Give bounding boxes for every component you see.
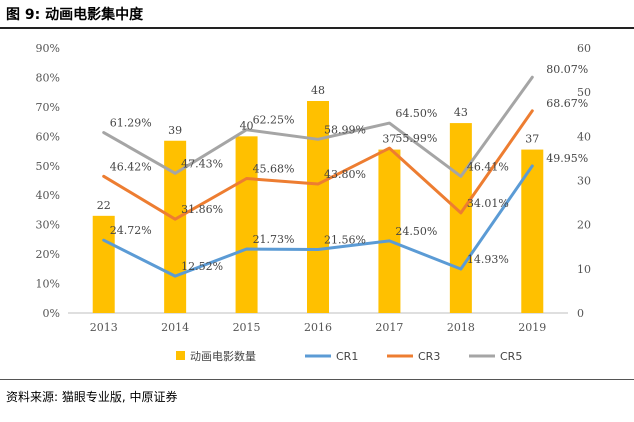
line-data-label-cr5: 46.41%: [467, 160, 509, 173]
right-axis-tick-label: 40: [577, 130, 591, 143]
data-labels: 22 39 40 48 37 43 37 24.72% 12.52% 21.73% 21.56% 24…: [97, 63, 589, 273]
line-data-label-cr1: 14.93%: [467, 253, 509, 266]
legend-label: CR3: [418, 350, 440, 363]
line-data-label-cr5: 80.07%: [546, 63, 588, 76]
line-data-label-cr3: 31.86%: [181, 203, 223, 216]
left-axis-tick-label: 90%: [36, 42, 60, 55]
line-data-label-cr1: 24.50%: [395, 225, 437, 238]
legend-label: CR5: [500, 350, 522, 363]
x-axis-tick-label: 2018: [447, 321, 475, 334]
line-data-label-cr5: 64.50%: [395, 107, 437, 120]
bar-data-label: 43: [454, 106, 468, 119]
right-axis-tick-label: 60: [577, 42, 591, 55]
bar: [449, 123, 472, 313]
x-axis-tick-label: 2016: [304, 321, 332, 334]
figure-title: 图 9: 动画电影集中度: [6, 7, 144, 23]
left-axis-tick-label: 50%: [36, 160, 60, 173]
left-axis-tick-label: 0%: [43, 307, 60, 320]
x-axis-tick-label: 2014: [161, 321, 189, 334]
bar: [521, 149, 544, 313]
bottom-rule: [0, 379, 634, 380]
bar-data-label: 40: [240, 119, 254, 132]
right-axis-tick-label: 10: [577, 263, 591, 276]
bar-data-label: 37: [382, 133, 396, 146]
right-axis-tick-label: 0: [577, 307, 584, 320]
line-data-label-cr5: 58.99%: [324, 123, 366, 136]
left-axis-tick-label: 10%: [36, 278, 60, 291]
left-axis-tick-label: 30%: [36, 219, 60, 232]
bar: [378, 149, 401, 313]
line-data-label-cr5: 62.25%: [253, 114, 295, 127]
bar-data-label: 37: [525, 133, 539, 146]
line-data-label-cr1: 21.56%: [324, 234, 366, 247]
bar: [307, 101, 329, 313]
right-axis-tick-label: 30: [577, 175, 591, 188]
left-axis-tick-label: 40%: [36, 189, 60, 202]
chart-legend: 动画电影数量 CR1 CR3 CR5: [176, 350, 522, 363]
left-axis-tick-label: 70%: [36, 101, 60, 114]
line-series: [102, 75, 534, 278]
x-axis-tick-label: 2015: [233, 321, 261, 334]
chart-axes: 0% 10% 20% 30% 40% 50% 60% 70% 80% 90% 0 10 20 30 40 50…: [36, 42, 591, 334]
line-data-label-cr3: 68.67%: [546, 97, 588, 110]
line-data-label-cr3: 34.01%: [467, 197, 509, 210]
top-rule: [0, 27, 634, 29]
x-axis-tick-label: 2019: [518, 321, 546, 334]
right-axis-tick-label: 50: [577, 86, 591, 99]
bar-data-label: 48: [311, 84, 325, 97]
line-data-label-cr1: 21.73%: [253, 233, 295, 246]
line-data-label-cr5: 61.29%: [110, 117, 152, 130]
bar: [92, 215, 115, 313]
bar-data-label: 39: [168, 124, 182, 137]
line-data-label-cr5: 47.43%: [181, 157, 223, 170]
legend-label: 动画电影数量: [190, 350, 256, 363]
x-axis-tick-label: 2017: [375, 321, 403, 334]
left-axis-tick-label: 60%: [36, 130, 60, 143]
legend-swatch-bar: [176, 351, 185, 360]
x-axis-tick-label: 2013: [90, 321, 118, 334]
left-axis-tick-label: 80%: [36, 71, 60, 84]
line-data-label-cr3: 45.68%: [253, 162, 295, 175]
line-data-label-cr1: 49.95%: [546, 152, 588, 165]
line-data-label-cr3: 46.42%: [110, 160, 152, 173]
source-note: 资料来源: 猫眼专业版, 中原证券: [6, 390, 178, 404]
bar: [164, 140, 187, 313]
line-data-label-cr1: 24.72%: [110, 224, 152, 237]
series-line-cr1: [102, 164, 534, 278]
bar-data-label: 22: [97, 199, 111, 212]
line-data-label-cr3: 43.80%: [324, 168, 366, 181]
series-line-cr5: [102, 75, 534, 178]
left-axis-tick-label: 20%: [36, 248, 60, 261]
legend-label: CR1: [336, 350, 358, 363]
series-line-cr3: [102, 109, 534, 221]
right-axis-tick-label: 20: [577, 219, 591, 232]
line-data-label-cr1: 12.52%: [181, 260, 223, 273]
chart: 0% 10% 20% 30% 40% 50% 60% 70% 80% 90% 0 10 20 30 40 50…: [36, 42, 591, 363]
line-data-label-cr3: 55.99%: [395, 132, 437, 145]
